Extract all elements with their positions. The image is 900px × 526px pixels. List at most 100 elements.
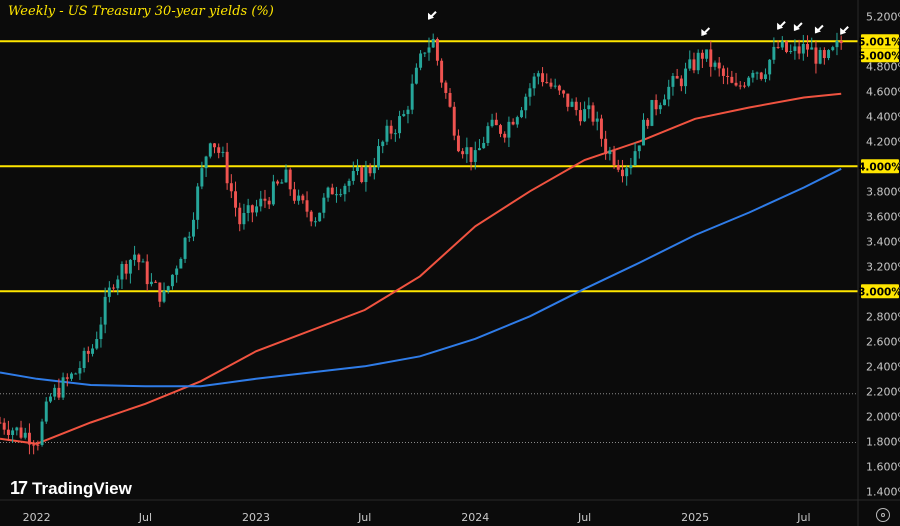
price-badge-bg <box>861 284 899 299</box>
candle-body <box>709 49 713 67</box>
candle-body <box>726 75 730 77</box>
candle-body <box>95 339 99 349</box>
candle-body <box>57 387 61 398</box>
candle-body <box>536 73 540 77</box>
candle-body <box>465 147 469 155</box>
moving-average-red <box>0 92 842 445</box>
candle-body <box>503 133 507 138</box>
candle-body <box>423 52 427 54</box>
candle-body <box>751 72 755 78</box>
candle-body <box>482 142 486 149</box>
candle-body <box>326 187 330 198</box>
candle-body <box>831 47 835 51</box>
y-tick-label: 4.800% <box>866 60 900 73</box>
candle-body <box>356 167 359 172</box>
candle-body <box>11 430 15 436</box>
x-tick-label: 2024 <box>461 511 489 524</box>
candle-body <box>162 290 166 302</box>
x-tick-label: 2025 <box>681 511 709 524</box>
candle-body <box>633 151 637 166</box>
arrow-head <box>777 22 784 30</box>
candle-body <box>0 422 2 424</box>
candle-body <box>187 236 191 238</box>
candle-body <box>48 396 52 402</box>
candle-body <box>612 150 616 166</box>
candle-body <box>541 73 545 83</box>
x-tick-label: Jul <box>138 511 152 524</box>
candle-body <box>217 147 221 153</box>
candle-body <box>642 119 645 146</box>
candle-body <box>616 165 620 170</box>
logo-text: TradingView <box>32 478 132 498</box>
candle-body <box>499 125 502 134</box>
candle-body <box>145 261 149 285</box>
candle-body <box>780 41 784 48</box>
moving-average-blue <box>0 167 842 388</box>
candle-body <box>313 221 317 223</box>
tradingview-logo: 17 TradingView <box>10 478 132 499</box>
candle-body <box>822 50 826 59</box>
x-tick-label: 2023 <box>242 511 270 524</box>
y-tick-label: 1.600% <box>866 460 900 473</box>
candle-body <box>166 286 170 291</box>
y-tick-label: 5.200% <box>866 10 900 23</box>
candle-body <box>629 165 633 169</box>
candle-body <box>810 47 814 50</box>
candle-body <box>107 287 111 297</box>
candle-body <box>658 105 662 110</box>
candle-body <box>149 281 153 285</box>
candle-body <box>427 47 431 53</box>
axis-settings-icon[interactable] <box>876 508 890 522</box>
candle-body <box>276 181 280 184</box>
candle-body <box>91 348 95 354</box>
candle-body <box>721 68 725 76</box>
candle-body <box>520 110 524 118</box>
candle-body <box>36 444 40 446</box>
candle-body <box>713 62 717 67</box>
candle-body <box>562 90 566 94</box>
candle-body <box>27 432 31 445</box>
candle-body <box>587 105 591 110</box>
candle-body <box>679 78 683 87</box>
candle-body <box>574 101 578 111</box>
y-tick-label: 2.200% <box>866 385 900 398</box>
y-tick-label: 2.600% <box>866 335 900 348</box>
plot-area <box>0 11 858 455</box>
candle-body <box>238 207 242 225</box>
candle-body <box>385 125 389 142</box>
candle-body <box>158 282 162 302</box>
candle-body <box>604 138 608 155</box>
price-badge-text: 5.000% <box>858 50 900 62</box>
candle-body <box>65 377 69 379</box>
candle-body <box>477 148 481 151</box>
y-tick-label: 3.800% <box>866 185 900 198</box>
candle-body <box>112 287 116 289</box>
candle-body <box>225 151 229 184</box>
candle-body <box>234 191 238 208</box>
candle-body <box>806 44 810 50</box>
candle-body <box>532 76 536 89</box>
x-tick-label: Jul <box>796 511 810 524</box>
candle-body <box>170 274 174 287</box>
candle-body <box>288 169 292 190</box>
candle-body <box>772 46 776 60</box>
candle-body <box>524 96 528 111</box>
candle-body <box>259 198 263 207</box>
candle-body <box>263 198 267 201</box>
candle-body <box>827 50 831 59</box>
candle-body <box>305 200 309 212</box>
candle-body <box>398 116 402 134</box>
candle-body <box>267 200 271 205</box>
candle-body <box>191 219 195 237</box>
candle-body <box>835 40 839 48</box>
candle-body <box>410 83 414 110</box>
y-tick-label: 4.200% <box>866 135 900 148</box>
candle-body <box>785 41 788 53</box>
chart-title: Weekly - US Treasury 30-year yields (%) <box>8 4 274 19</box>
candle-body <box>70 373 73 379</box>
candle-body <box>595 118 599 122</box>
candle-body <box>469 147 473 162</box>
candle-body <box>221 151 225 153</box>
candle-body <box>86 350 90 354</box>
candle-body <box>19 427 23 438</box>
